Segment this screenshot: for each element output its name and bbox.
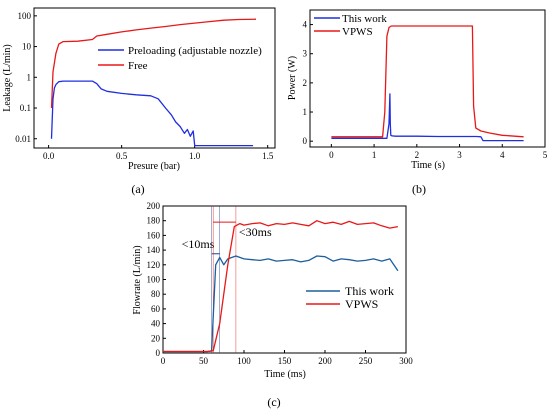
panel-b-xtick-label: 3 — [457, 150, 462, 160]
panel-c-xtick-label: 300 — [399, 356, 413, 366]
panel-c-ytick-label: 160 — [147, 230, 161, 240]
panel-c-annotation-label: <10ms — [182, 237, 215, 251]
panel-b-plot-frame — [309, 9, 546, 148]
panel-a-ytick-label: 10 — [22, 42, 32, 52]
panel-b-xtick-label: 0 — [329, 150, 334, 160]
panel-a-plot-frame — [33, 7, 276, 149]
panel-c-series-line-this-work — [163, 255, 399, 353]
panel-c-ytick-label: 0 — [156, 348, 161, 358]
panel-a-series-line-preloading-adjustable-nozzle — [50, 80, 254, 147]
panel-b-legend: This work VPWS — [314, 13, 387, 38]
panel-b-xtick-label: 5 — [543, 150, 548, 160]
panel-b-ytick-label: 2 — [303, 78, 308, 88]
panel-c-xtick-label: 150 — [278, 356, 292, 366]
panel-c-ytick-label: 40 — [151, 319, 161, 329]
panel-a-ytick-label: 100 — [18, 11, 32, 21]
panel-c-ytick-label: 100 — [147, 275, 161, 285]
panel-c-caption: (c) — [267, 395, 280, 409]
panel-b-xtick-label: 1 — [372, 150, 377, 160]
panel-c-xtick-label: 250 — [359, 356, 373, 366]
panel-c-ytick-label: 80 — [151, 289, 161, 299]
panel-b-ytick-label: 0 — [303, 136, 308, 146]
panel-c-ytick-label: 180 — [147, 216, 161, 226]
panel-c-xlabel: Time (ms) — [264, 369, 306, 380]
panel-c-ytick-label: 120 — [147, 260, 161, 270]
panel-b-xtick-label: 2 — [415, 150, 420, 160]
panel-a-xlabel: Presure (bar) — [128, 161, 180, 172]
panel-a-xtick-label: 0.0 — [43, 151, 55, 161]
panel-b-ytick-label: 1 — [303, 107, 308, 117]
panel-b-series — [331, 25, 524, 142]
panel-a-legend-label-preloading: Preloading (adjustable nozzle) — [128, 45, 262, 57]
panel-c-annotations: <10ms <30ms — [182, 206, 272, 353]
panel-c-xtick-label: 50 — [199, 356, 209, 366]
panel-a-xtick-label: 0.5 — [116, 151, 128, 161]
panel-b-ticks: 0 1 2 3 4 5 0 1 2 3 4 — [303, 20, 548, 160]
panel-c-ticks: 0 50 100 150 200 250 300 0 20 40 60 80 100 120 140 160 1… — [147, 201, 414, 366]
panel-c-ytick-label: 60 — [151, 304, 161, 314]
panel-b-caption: (b) — [412, 182, 426, 196]
panel-c-series — [163, 220, 399, 353]
panel-c-legend-label-vpws: VPWS — [345, 297, 378, 311]
panel-b-legend-label-this-work: This work — [342, 13, 387, 25]
panel-b-ylabel: Power (W) — [287, 56, 298, 100]
panel-c-ylabel: Flowrate (L/min) — [132, 245, 143, 314]
panel-c-chart: 0 50 100 150 200 250 300 0 20 40 60 80 100 120 140 160 1… — [132, 201, 413, 409]
panel-a-series — [50, 18, 257, 147]
panel-a-xtick-label: 1.0 — [189, 151, 201, 161]
panel-a-xtick-label: 1.5 — [262, 151, 274, 161]
panel-a-legend: Preloading (adjustable nozzle) Free — [98, 45, 262, 72]
panel-b-series-line-vpws — [331, 25, 524, 138]
panel-b-xtick-label: 4 — [500, 150, 505, 160]
panel-c-xtick-label: 100 — [237, 356, 251, 366]
panel-c-ytick-label: 140 — [147, 245, 161, 255]
panel-b-series-line-this-work — [331, 93, 524, 142]
panel-a-series-line-free — [50, 18, 257, 109]
panel-c-series-line-vpws — [163, 220, 399, 353]
panel-c-ytick-label: 20 — [151, 333, 161, 343]
panel-b-legend-label-vpws: VPWS — [342, 26, 373, 38]
panel-a-legend-label-free: Free — [128, 60, 148, 72]
panel-c-xtick-label: 0 — [161, 356, 166, 366]
panel-c-legend: This work VPWS — [306, 284, 394, 311]
panel-b-ytick-label: 4 — [303, 20, 308, 30]
panel-b-ytick-label: 3 — [303, 49, 308, 59]
panel-c-plot-frame — [162, 205, 407, 354]
panel-c-legend-label-this-work: This work — [345, 284, 394, 298]
panel-b-xlabel: Time (s) — [411, 160, 445, 171]
panel-a-ytick-label: 0.01 — [15, 134, 31, 144]
panel-a-caption: (a) — [131, 182, 144, 196]
panel-a-ticks: 0.0 0.5 1.0 1.5 0.01 0.1 1 10 100 — [15, 11, 274, 161]
panel-c-xtick-label: 200 — [318, 356, 332, 366]
panel-a-ytick-label: 0.1 — [20, 103, 31, 113]
panel-a-ytick-label: 1 — [27, 72, 32, 82]
panel-c-annotation-label: <30ms — [239, 225, 272, 239]
panel-b-chart: 0 1 2 3 4 5 0 1 2 3 4 Time (s) Power (W) This work… — [287, 9, 548, 196]
panel-c-ytick-label: 200 — [147, 201, 161, 211]
panel-a-ylabel: Leakage (L/min) — [2, 44, 13, 111]
